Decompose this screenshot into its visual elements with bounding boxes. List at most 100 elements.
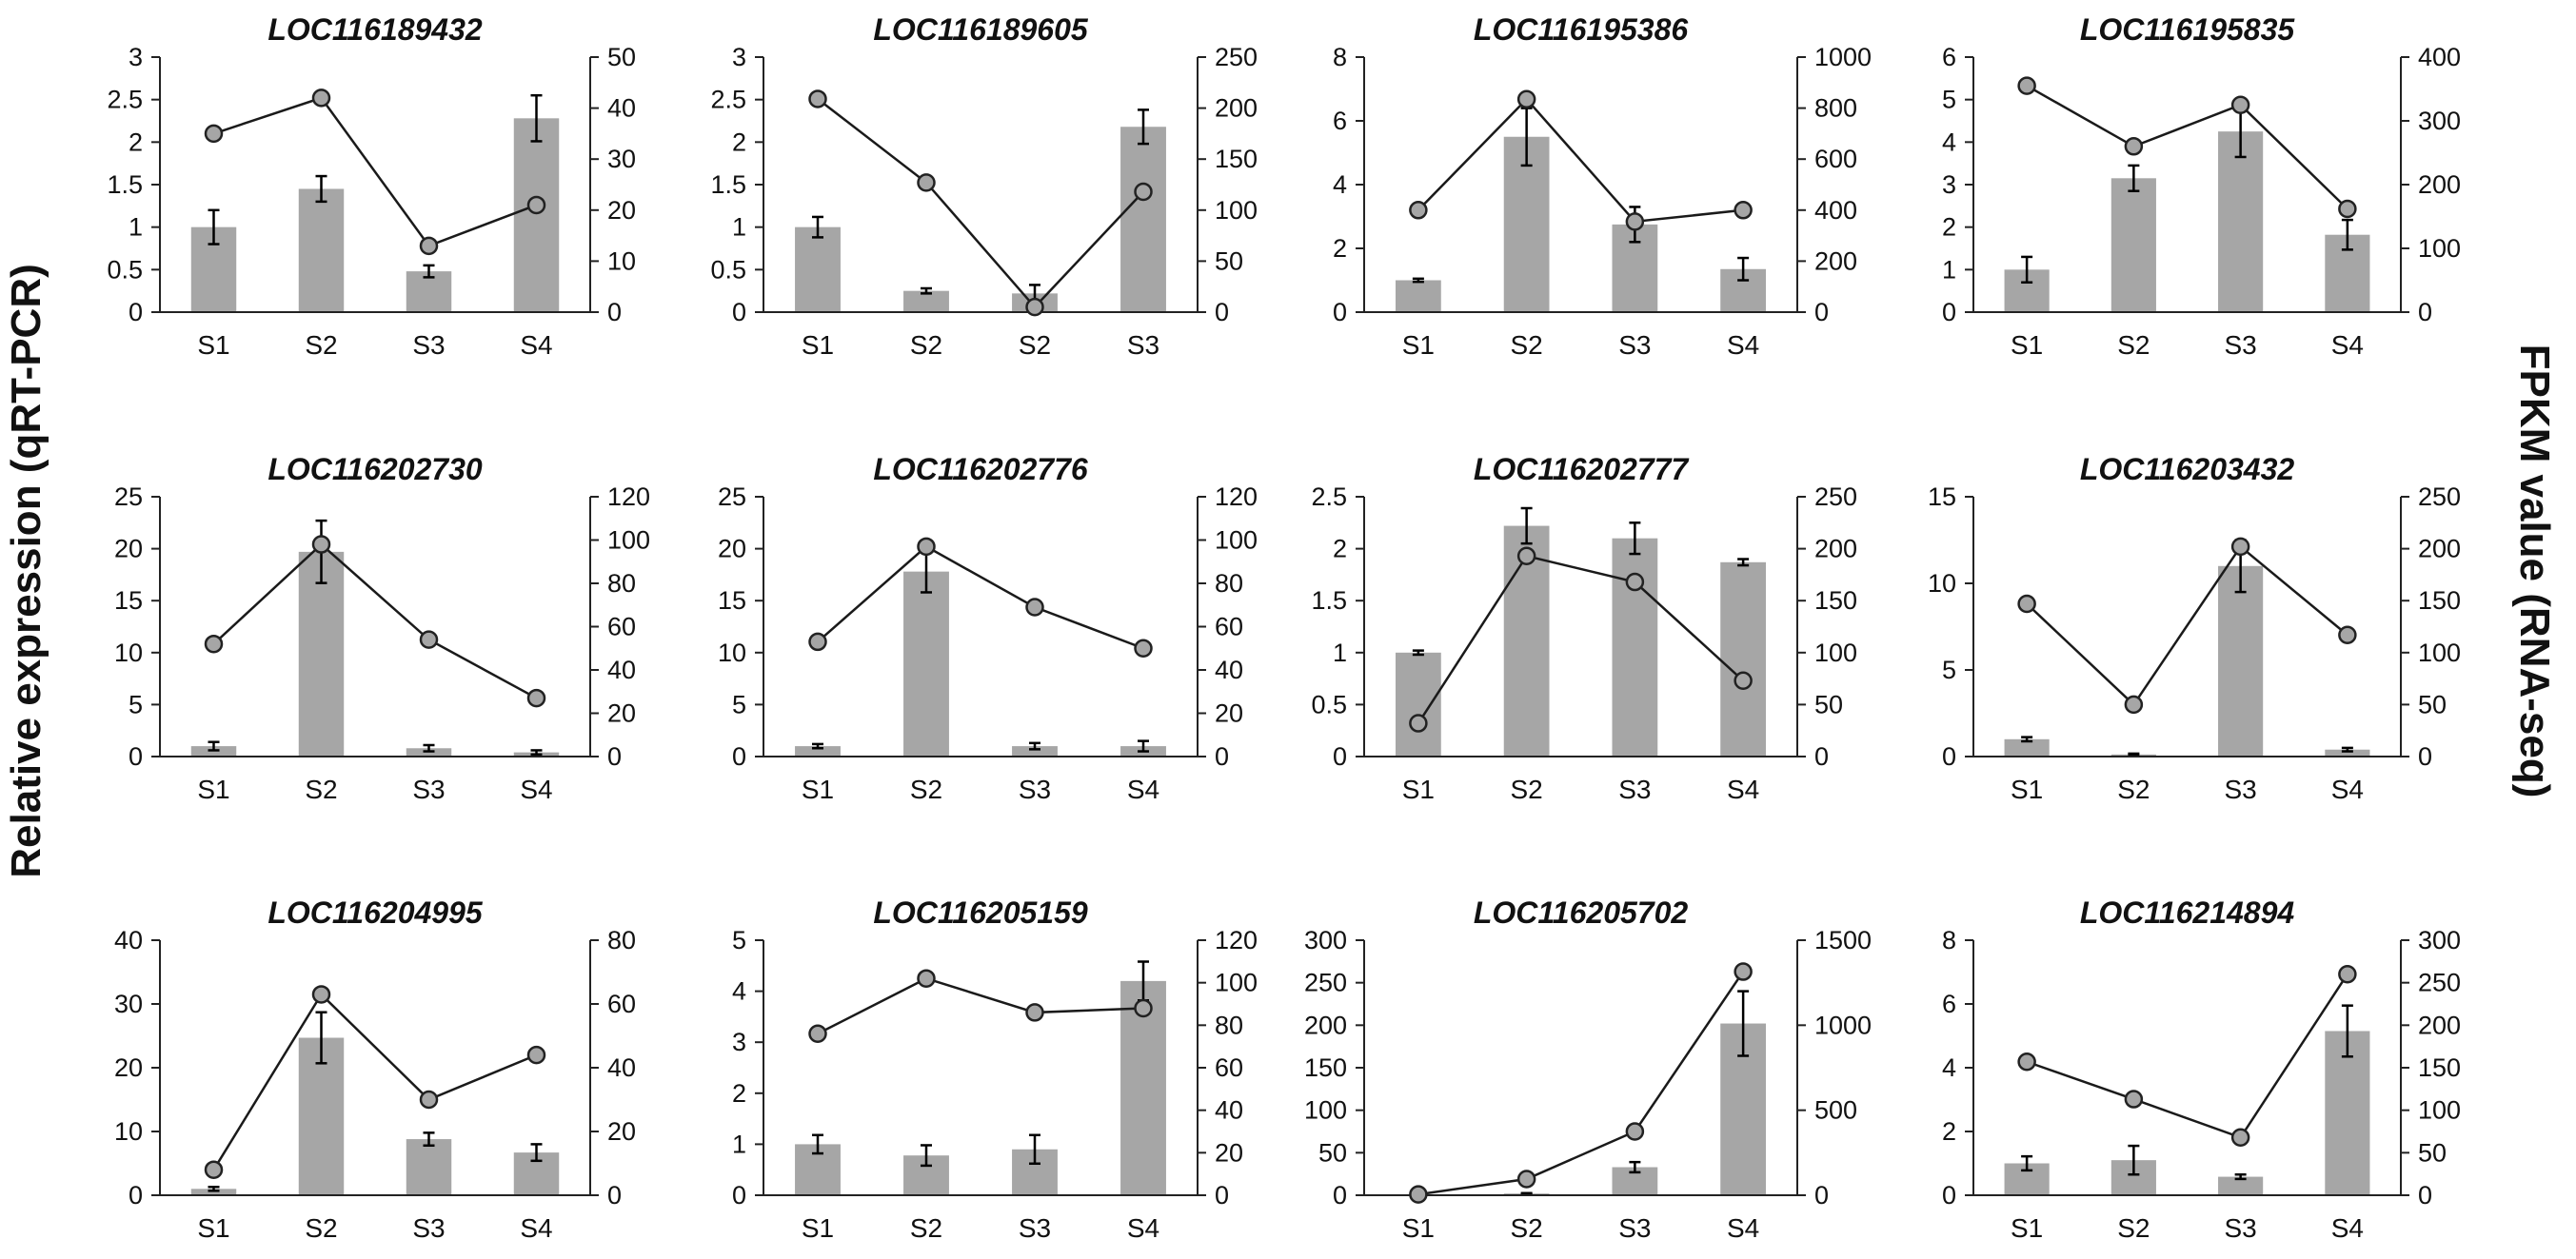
left-tick-label: 8 — [1942, 926, 1956, 954]
chart-panel: LOC116205702 0 50 100 150 200 250 300 0 500 1000 15… — [1304, 895, 1872, 1243]
category-label: S1 — [802, 775, 834, 804]
left-tick-label: 4 — [1942, 128, 1956, 156]
fpkm-point — [1734, 201, 1753, 220]
chart-title: LOC116195835 — [2080, 12, 2296, 47]
left-tick-label: 20 — [718, 535, 746, 563]
right-tick-label: 100 — [1215, 196, 1258, 225]
right-tick-label: 100 — [607, 526, 650, 555]
right-tick-label: 100 — [2418, 234, 2461, 263]
left-tick-label: 3 — [732, 43, 746, 71]
right-tick-label: 60 — [607, 613, 636, 641]
category-label: S3 — [1019, 1213, 1051, 1243]
left-tick-label: 0 — [732, 298, 746, 326]
left-tick-label: 300 — [1304, 926, 1347, 954]
left-tick-label: 0 — [1942, 742, 1956, 771]
left-tick-label: 30 — [114, 990, 143, 1018]
fpkm-point — [2338, 199, 2357, 219]
right-tick-label: 20 — [1215, 699, 1243, 728]
left-tick-label: 3 — [732, 1028, 746, 1056]
fpkm-line — [212, 542, 538, 699]
left-tick-label: 5 — [732, 926, 746, 954]
category-label: S2 — [1511, 1213, 1543, 1243]
left-tick-label: 5 — [732, 690, 746, 718]
bar — [795, 226, 841, 312]
left-tick-label: 150 — [1304, 1053, 1347, 1082]
left-tick-label: 1 — [732, 213, 746, 242]
bar — [1395, 280, 1441, 312]
left-tick-label: 10 — [114, 1117, 143, 1146]
left-axis-title: Relative expression (qRT-PCR) — [3, 264, 50, 878]
bar — [2218, 565, 2264, 757]
chart-panel: LOC116189605 0 0.5 1 1.5 2 2.5 3 0 50 100 150 200 250… — [710, 12, 1258, 360]
left-tick-label: 4 — [1333, 170, 1347, 199]
right-tick-label: 200 — [1814, 535, 1857, 563]
fpkm-point — [2230, 1128, 2250, 1148]
right-tick-label: 50 — [2418, 690, 2447, 718]
fpkm-line — [2026, 85, 2348, 210]
category-label: S4 — [520, 1213, 552, 1243]
left-tick-label: 0.5 — [1311, 690, 1347, 718]
chart-panel: LOC116195835 0 1 2 3 4 5 6 0 100 200 300 400 S1 S2 S3 S4 — [1942, 12, 2461, 360]
right-tick-label: 50 — [1215, 246, 1243, 275]
left-tick-label: 6 — [1942, 990, 1956, 1018]
fpkm-line — [817, 97, 1144, 309]
right-tick-label: 0 — [1215, 742, 1229, 771]
right-tick-label: 0 — [1215, 298, 1229, 326]
category-label: S2 — [305, 1213, 337, 1243]
right-tick-label: 150 — [1215, 145, 1258, 173]
category-label: S3 — [412, 775, 445, 804]
fpkm-line — [817, 976, 1144, 1035]
category-label: S4 — [520, 775, 552, 804]
left-tick-label: 0.5 — [107, 255, 143, 284]
right-tick-label: 40 — [607, 94, 636, 123]
bar — [2004, 738, 2050, 757]
left-tick-label: 25 — [718, 482, 746, 511]
right-tick-label: 20 — [607, 196, 636, 225]
left-tick-label: 2 — [1942, 1117, 1956, 1146]
fpkm-point — [419, 1090, 439, 1110]
right-tick-label: 0 — [1814, 1181, 1829, 1210]
bar — [1720, 561, 1767, 757]
bar — [2218, 131, 2264, 312]
chart-title: LOC116195386 — [1474, 12, 1689, 47]
right-tick-label: 50 — [607, 43, 636, 71]
bar — [903, 571, 949, 757]
right-tick-label: 250 — [2418, 969, 2461, 997]
category-label: S3 — [1618, 775, 1651, 804]
fpkm-point — [2338, 964, 2357, 984]
right-tick-label: 100 — [1215, 526, 1258, 555]
category-label: S1 — [1402, 775, 1435, 804]
left-tick-label: 2.5 — [107, 86, 143, 114]
right-tick-label: 120 — [607, 482, 650, 511]
fpkm-point — [1625, 1122, 1645, 1141]
left-tick-label: 40 — [114, 926, 143, 954]
left-tick-label: 10 — [1928, 569, 1956, 598]
right-tick-label: 100 — [1814, 639, 1857, 667]
bar — [298, 188, 345, 312]
left-tick-label: 1 — [1942, 255, 1956, 284]
category-label: S2 — [305, 775, 337, 804]
category-label: S2 — [2117, 330, 2150, 360]
left-tick-label: 50 — [1318, 1138, 1347, 1167]
right-tick-label: 60 — [1215, 613, 1243, 641]
right-tick-label: 0 — [2418, 1181, 2432, 1210]
left-tick-label: 0 — [1333, 298, 1347, 326]
fpkm-point — [2124, 695, 2144, 715]
left-tick-label: 0 — [1333, 1181, 1347, 1210]
left-tick-label: 0 — [129, 1181, 143, 1210]
right-tick-label: 30 — [607, 145, 636, 173]
left-tick-label: 15 — [114, 586, 143, 615]
right-tick-label: 120 — [1215, 926, 1258, 954]
category-label: S2 — [910, 775, 942, 804]
chart-title: LOC116214894 — [2080, 895, 2295, 930]
left-tick-label: 15 — [718, 586, 746, 615]
fpkm-line — [817, 544, 1144, 650]
right-tick-label: 200 — [1814, 246, 1857, 275]
right-tick-label: 600 — [1814, 145, 1857, 173]
category-label: S1 — [197, 1213, 229, 1243]
category-label: S4 — [2331, 330, 2364, 360]
chart-panel: LOC116214894 0 2 4 6 8 0 50 100 150 200 250 300 S1 S2 S… — [1942, 895, 2461, 1243]
left-tick-label: 100 — [1304, 1096, 1347, 1125]
